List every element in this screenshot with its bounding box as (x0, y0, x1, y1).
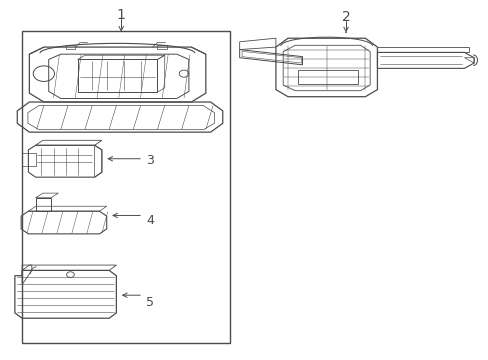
Bar (78, 59, 157, 92)
Text: 1: 1 (117, 8, 125, 22)
Bar (22, 31, 229, 343)
Text: 3: 3 (146, 154, 154, 167)
Bar (157, 45, 167, 49)
Text: 2: 2 (341, 10, 350, 24)
Text: 4: 4 (146, 214, 154, 227)
Bar (65, 45, 75, 49)
Text: 5: 5 (146, 296, 154, 309)
